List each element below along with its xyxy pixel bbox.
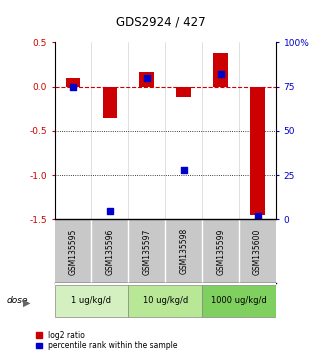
Point xyxy=(107,208,113,213)
Point xyxy=(218,72,223,77)
Text: GDS2924 / 427: GDS2924 / 427 xyxy=(116,16,205,29)
Bar xyxy=(213,53,228,87)
Text: GSM135595: GSM135595 xyxy=(68,228,78,275)
Bar xyxy=(177,87,191,97)
Bar xyxy=(250,87,265,215)
Bar xyxy=(66,78,81,87)
Point xyxy=(181,167,187,173)
Point xyxy=(71,84,76,90)
Text: GSM135599: GSM135599 xyxy=(216,228,225,275)
Bar xyxy=(55,285,128,317)
Bar xyxy=(103,87,117,118)
Text: GSM135600: GSM135600 xyxy=(253,228,262,275)
Bar xyxy=(140,72,154,87)
Text: 1000 ug/kg/d: 1000 ug/kg/d xyxy=(211,296,267,306)
Bar xyxy=(128,285,202,317)
Text: GSM135598: GSM135598 xyxy=(179,228,188,274)
Text: 1 ug/kg/d: 1 ug/kg/d xyxy=(72,296,111,306)
Text: dose: dose xyxy=(6,296,28,306)
Legend: log2 ratio, percentile rank within the sample: log2 ratio, percentile rank within the s… xyxy=(36,331,178,350)
Text: GSM135597: GSM135597 xyxy=(142,228,152,275)
Text: GSM135596: GSM135596 xyxy=(105,228,115,275)
Point xyxy=(144,75,150,81)
Point xyxy=(255,213,260,219)
Bar xyxy=(202,285,276,317)
Text: 10 ug/kg/d: 10 ug/kg/d xyxy=(143,296,188,306)
Text: ▶: ▶ xyxy=(22,297,30,307)
